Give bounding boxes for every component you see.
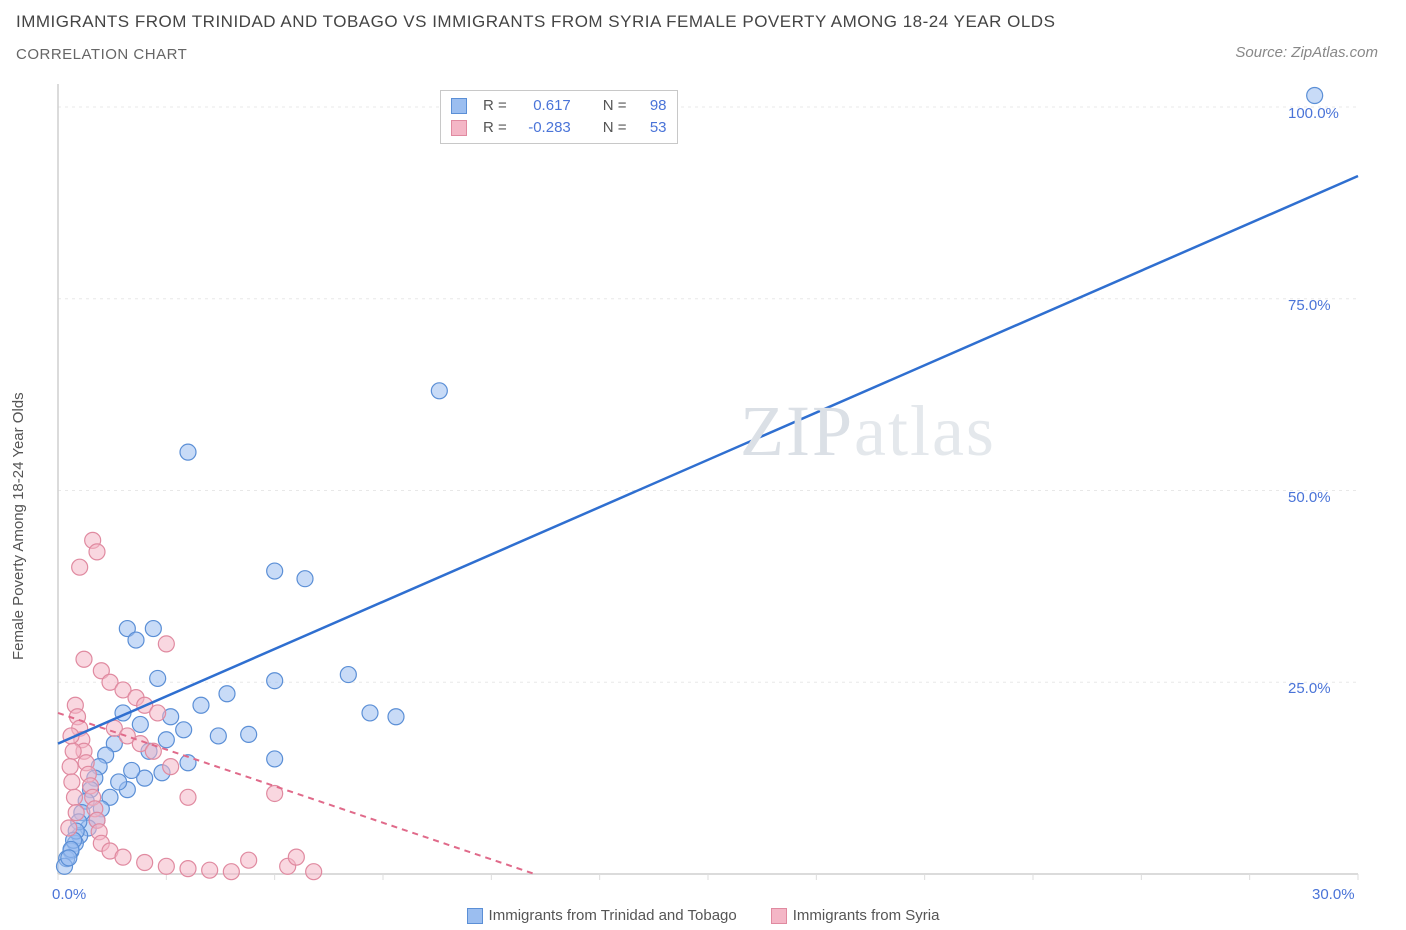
legend-swatch (771, 908, 787, 924)
y-tick-label: 50.0% (1288, 489, 1331, 506)
n-label: N = (603, 117, 627, 139)
legend-bottom: Immigrants from Trinidad and Tobago Immig… (0, 907, 1406, 924)
n-value: 53 (637, 117, 667, 139)
scatter-chart (0, 0, 1406, 930)
stats-row: R = -0.283 N = 53 (451, 117, 667, 139)
r-value: -0.283 (517, 117, 571, 139)
series-swatch (451, 120, 467, 136)
r-label: R = (483, 95, 507, 117)
y-tick-label: 25.0% (1288, 680, 1331, 697)
y-tick-label: 75.0% (1288, 297, 1331, 314)
x-tick-label: 0.0% (52, 886, 86, 903)
x-tick-label: 30.0% (1312, 886, 1355, 903)
legend-swatch (467, 908, 483, 924)
r-value: 0.617 (517, 95, 571, 117)
correlation-stats-box: R = 0.617 N = 98 R = -0.283 N = 53 (440, 90, 678, 144)
n-label: N = (603, 95, 627, 117)
series-swatch (451, 98, 467, 114)
r-label: R = (483, 117, 507, 139)
legend-item: Immigrants from Trinidad and Tobago (467, 907, 737, 924)
legend-label: Immigrants from Trinidad and Tobago (489, 907, 737, 924)
legend-item: Immigrants from Syria (771, 907, 940, 924)
n-value: 98 (637, 95, 667, 117)
y-tick-label: 100.0% (1288, 105, 1339, 122)
stats-row: R = 0.617 N = 98 (451, 95, 667, 117)
legend-label: Immigrants from Syria (793, 907, 940, 924)
